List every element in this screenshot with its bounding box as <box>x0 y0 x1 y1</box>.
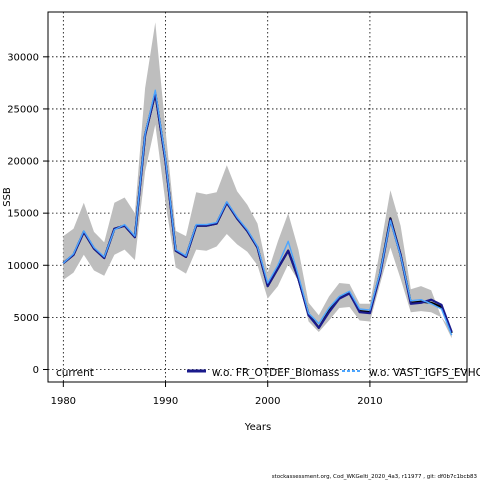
footer-credit: stockassessment.org, Cod_WKGelti_2020_4a… <box>272 474 478 480</box>
x-tick-label: 1990 <box>153 396 178 407</box>
series-line-3 <box>62 89 453 336</box>
y-axis: 0 5000 10000 15000 20000 25000 30000 <box>7 52 48 376</box>
legend: current w.o. FR_OTDEF_Biomass w.o. VAST_… <box>56 367 480 379</box>
y-tick-label: 30000 <box>7 52 39 63</box>
x-tick-label: 2010 <box>357 396 382 407</box>
y-tick-label: 5000 <box>14 313 39 324</box>
y-tick-label: 20000 <box>7 157 39 168</box>
x-axis: 1980 1990 2000 2010 <box>51 382 383 407</box>
confidence-band <box>63 22 452 339</box>
y-tick-label: 25000 <box>7 104 39 115</box>
series-lines <box>62 89 453 336</box>
y-tick-label: 15000 <box>7 209 39 220</box>
legend-label-current: current <box>56 367 94 379</box>
plot-frame <box>47 11 468 383</box>
x-tick-label: 1980 <box>51 396 76 407</box>
legend-label-vast: w.o. VAST_IGFS_EVHOE <box>369 367 480 379</box>
grid-lines <box>48 12 467 382</box>
legend-label-fr: w.o. FR_OTDEF_Biomass <box>212 367 339 379</box>
y-tick-label: 10000 <box>7 261 39 272</box>
y-axis-title: SSB <box>2 187 13 207</box>
x-axis-title: Years <box>244 422 271 433</box>
x-tick-label: 2000 <box>255 396 280 407</box>
y-tick-label: 0 <box>33 365 39 376</box>
